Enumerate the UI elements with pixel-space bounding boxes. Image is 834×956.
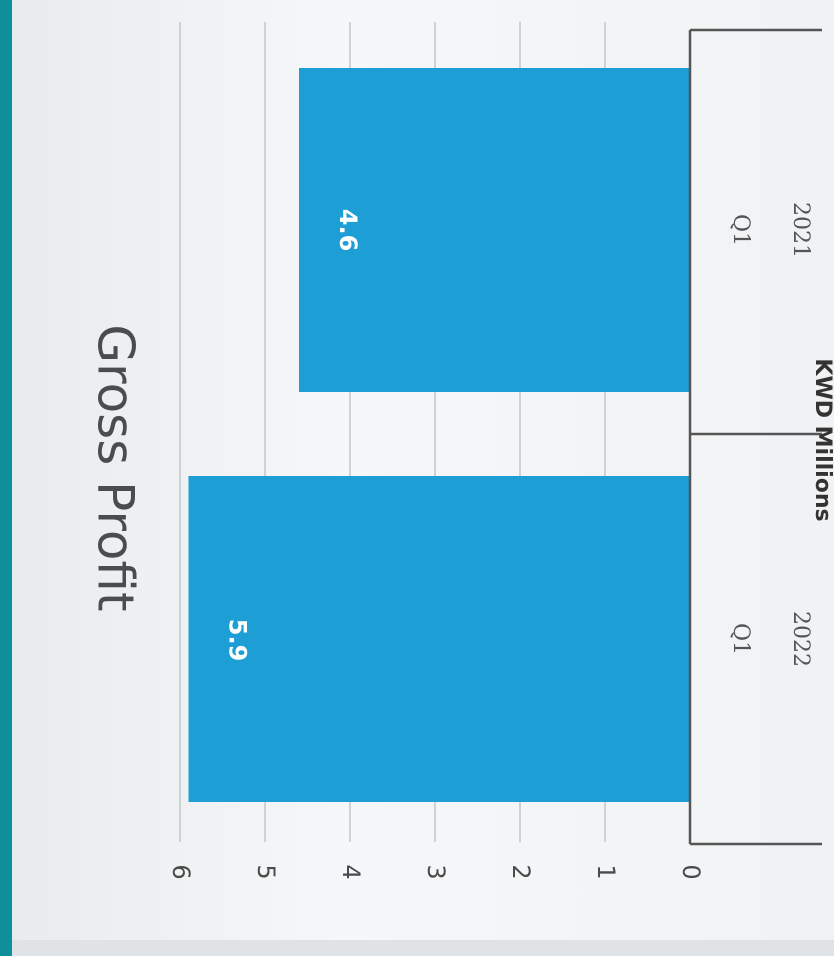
axes [688,28,822,846]
category-quarter-label: Q1 [728,623,753,655]
chart-title: Gross Profit [87,324,145,611]
y-tick-labels: 0 1 2 3 4 5 6 [167,864,705,879]
category-quarter-label: Q1 [728,214,753,246]
category-year-label: 2022 [788,611,813,667]
bar [188,476,690,802]
y-tick-label: 3 [422,864,450,879]
y-tick-label: 5 [252,864,280,879]
y-axis-label: KWD Millions [810,358,834,521]
scan-edge [0,0,12,956]
bar-group: 5.9 4.6 [188,68,690,802]
y-tick-label: 6 [167,864,195,879]
y-tick-label: 0 [677,864,705,879]
data-label: 5.9 [224,619,252,662]
bar [299,68,690,392]
y-tick-label: 1 [592,864,620,879]
y-tick-label: 4 [337,864,365,879]
scan-bottom-strip [12,940,834,956]
y-tick-label: 2 [507,864,535,879]
category-year-label: 2021 [788,202,813,258]
category-labels: Q1 2022 Q1 2021 [728,202,813,667]
data-label: 4.6 [334,209,362,252]
